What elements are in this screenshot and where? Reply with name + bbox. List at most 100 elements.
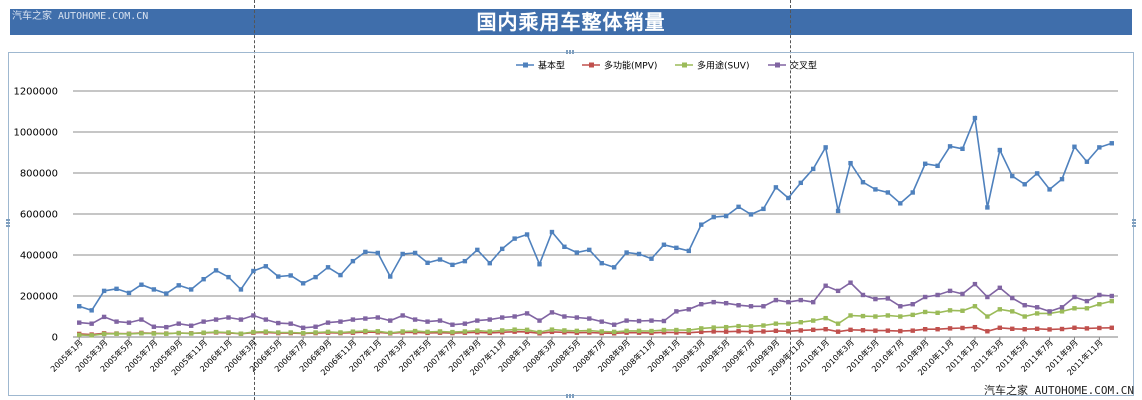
data-point: [537, 262, 542, 267]
data-point: [972, 115, 978, 121]
data-point: [1034, 311, 1040, 316]
data-point: [1072, 294, 1077, 300]
data-point: [77, 320, 82, 325]
resize-handle-bottom[interactable]: [566, 394, 575, 398]
data-point: [786, 299, 791, 305]
data-point: [1034, 305, 1040, 310]
watermark-top: 汽车之家 AUTOHOME.COM.CN: [12, 11, 149, 22]
data-point: [263, 317, 269, 322]
data-point: [860, 313, 866, 319]
data-point: [761, 304, 766, 309]
resize-handle-left[interactable]: [6, 218, 10, 227]
data-point: [499, 315, 505, 320]
data-point: [1022, 314, 1027, 319]
data-point: [388, 330, 393, 336]
data-point: [77, 332, 82, 338]
data-point: [201, 276, 206, 282]
data-point: [574, 315, 580, 320]
data-point: [288, 273, 293, 278]
data-point: [425, 329, 430, 335]
data-point: [985, 294, 990, 300]
data-point: [885, 190, 891, 195]
data-point: [649, 328, 654, 334]
data-point: [599, 329, 604, 334]
data-point: [786, 329, 791, 334]
data-point: [226, 315, 231, 320]
data-point: [300, 325, 306, 330]
data-point: [910, 312, 915, 318]
data-point: [400, 313, 405, 318]
data-point: [636, 251, 642, 257]
data-point: [811, 166, 816, 172]
data-point: [276, 274, 281, 279]
data-point: [1010, 295, 1015, 301]
data-point: [462, 258, 468, 264]
data-point: [1047, 327, 1052, 332]
data-point: [213, 329, 219, 335]
data-point: [711, 329, 716, 334]
data-point: [226, 274, 231, 280]
data-point: [748, 212, 754, 217]
data-point: [947, 326, 953, 331]
data-point: [126, 331, 132, 337]
data-point: [674, 327, 679, 333]
data-point: [475, 247, 480, 253]
x-axis: 2005年1月2005年3月2005年5月2005年7月2005年9月2005年…: [48, 337, 1105, 377]
legend-item: 交叉型: [768, 60, 817, 72]
data-point: [798, 320, 803, 325]
data-point: [1097, 145, 1102, 150]
data-point: [860, 292, 866, 298]
data-point: [164, 324, 169, 330]
data-point: [798, 297, 803, 303]
data-point: [114, 331, 119, 336]
data-point: [562, 244, 567, 249]
data-point: [549, 310, 555, 315]
data-point: [711, 214, 716, 220]
data-point: [885, 296, 891, 301]
data-point: [960, 291, 965, 297]
data-point: [1059, 176, 1065, 182]
data-point: [699, 329, 704, 335]
y-tick-label: 400000: [20, 251, 58, 262]
data-point: [848, 160, 853, 166]
data-point: [761, 329, 766, 334]
data-point: [636, 328, 642, 334]
data-point: [1084, 159, 1090, 164]
data-point: [238, 317, 244, 322]
data-point: [1109, 298, 1114, 304]
data-point: [363, 249, 368, 255]
y-tick-label: 800000: [20, 169, 58, 180]
data-point: [450, 329, 455, 335]
data-point: [773, 297, 779, 303]
resize-handle-top[interactable]: [566, 50, 575, 54]
data-point: [325, 320, 331, 325]
data-point: [823, 283, 828, 288]
data-point: [711, 299, 716, 305]
y-tick-label: 600000: [20, 210, 58, 221]
data-point: [947, 288, 953, 294]
series-3: [77, 298, 1114, 338]
data-point: [89, 333, 94, 338]
resize-handle-right[interactable]: [1132, 218, 1136, 227]
data-point: [873, 187, 878, 192]
data-point: [412, 250, 418, 256]
data-point: [1084, 298, 1090, 304]
data-point: [985, 329, 990, 334]
data-point: [164, 331, 169, 336]
data-point: [786, 195, 791, 201]
data-point: [661, 327, 667, 333]
data-point: [997, 307, 1003, 312]
data-point: [848, 280, 853, 285]
title-banner: 汽车之家 AUTOHOME.COM.CN 国内乘用车整体销量: [10, 9, 1132, 35]
data-point: [512, 327, 517, 332]
data-point: [537, 329, 542, 335]
data-point: [1034, 326, 1040, 331]
data-point: [1022, 327, 1027, 332]
y-axis: 0 200000 400000 600000 800000 1000000 1200000: [13, 87, 58, 344]
legend-swatch-marker: [589, 62, 594, 68]
data-point: [375, 250, 380, 256]
chart-series: [77, 115, 1114, 338]
data-point: [587, 328, 592, 333]
data-point: [1097, 292, 1102, 298]
data-point: [674, 245, 679, 251]
